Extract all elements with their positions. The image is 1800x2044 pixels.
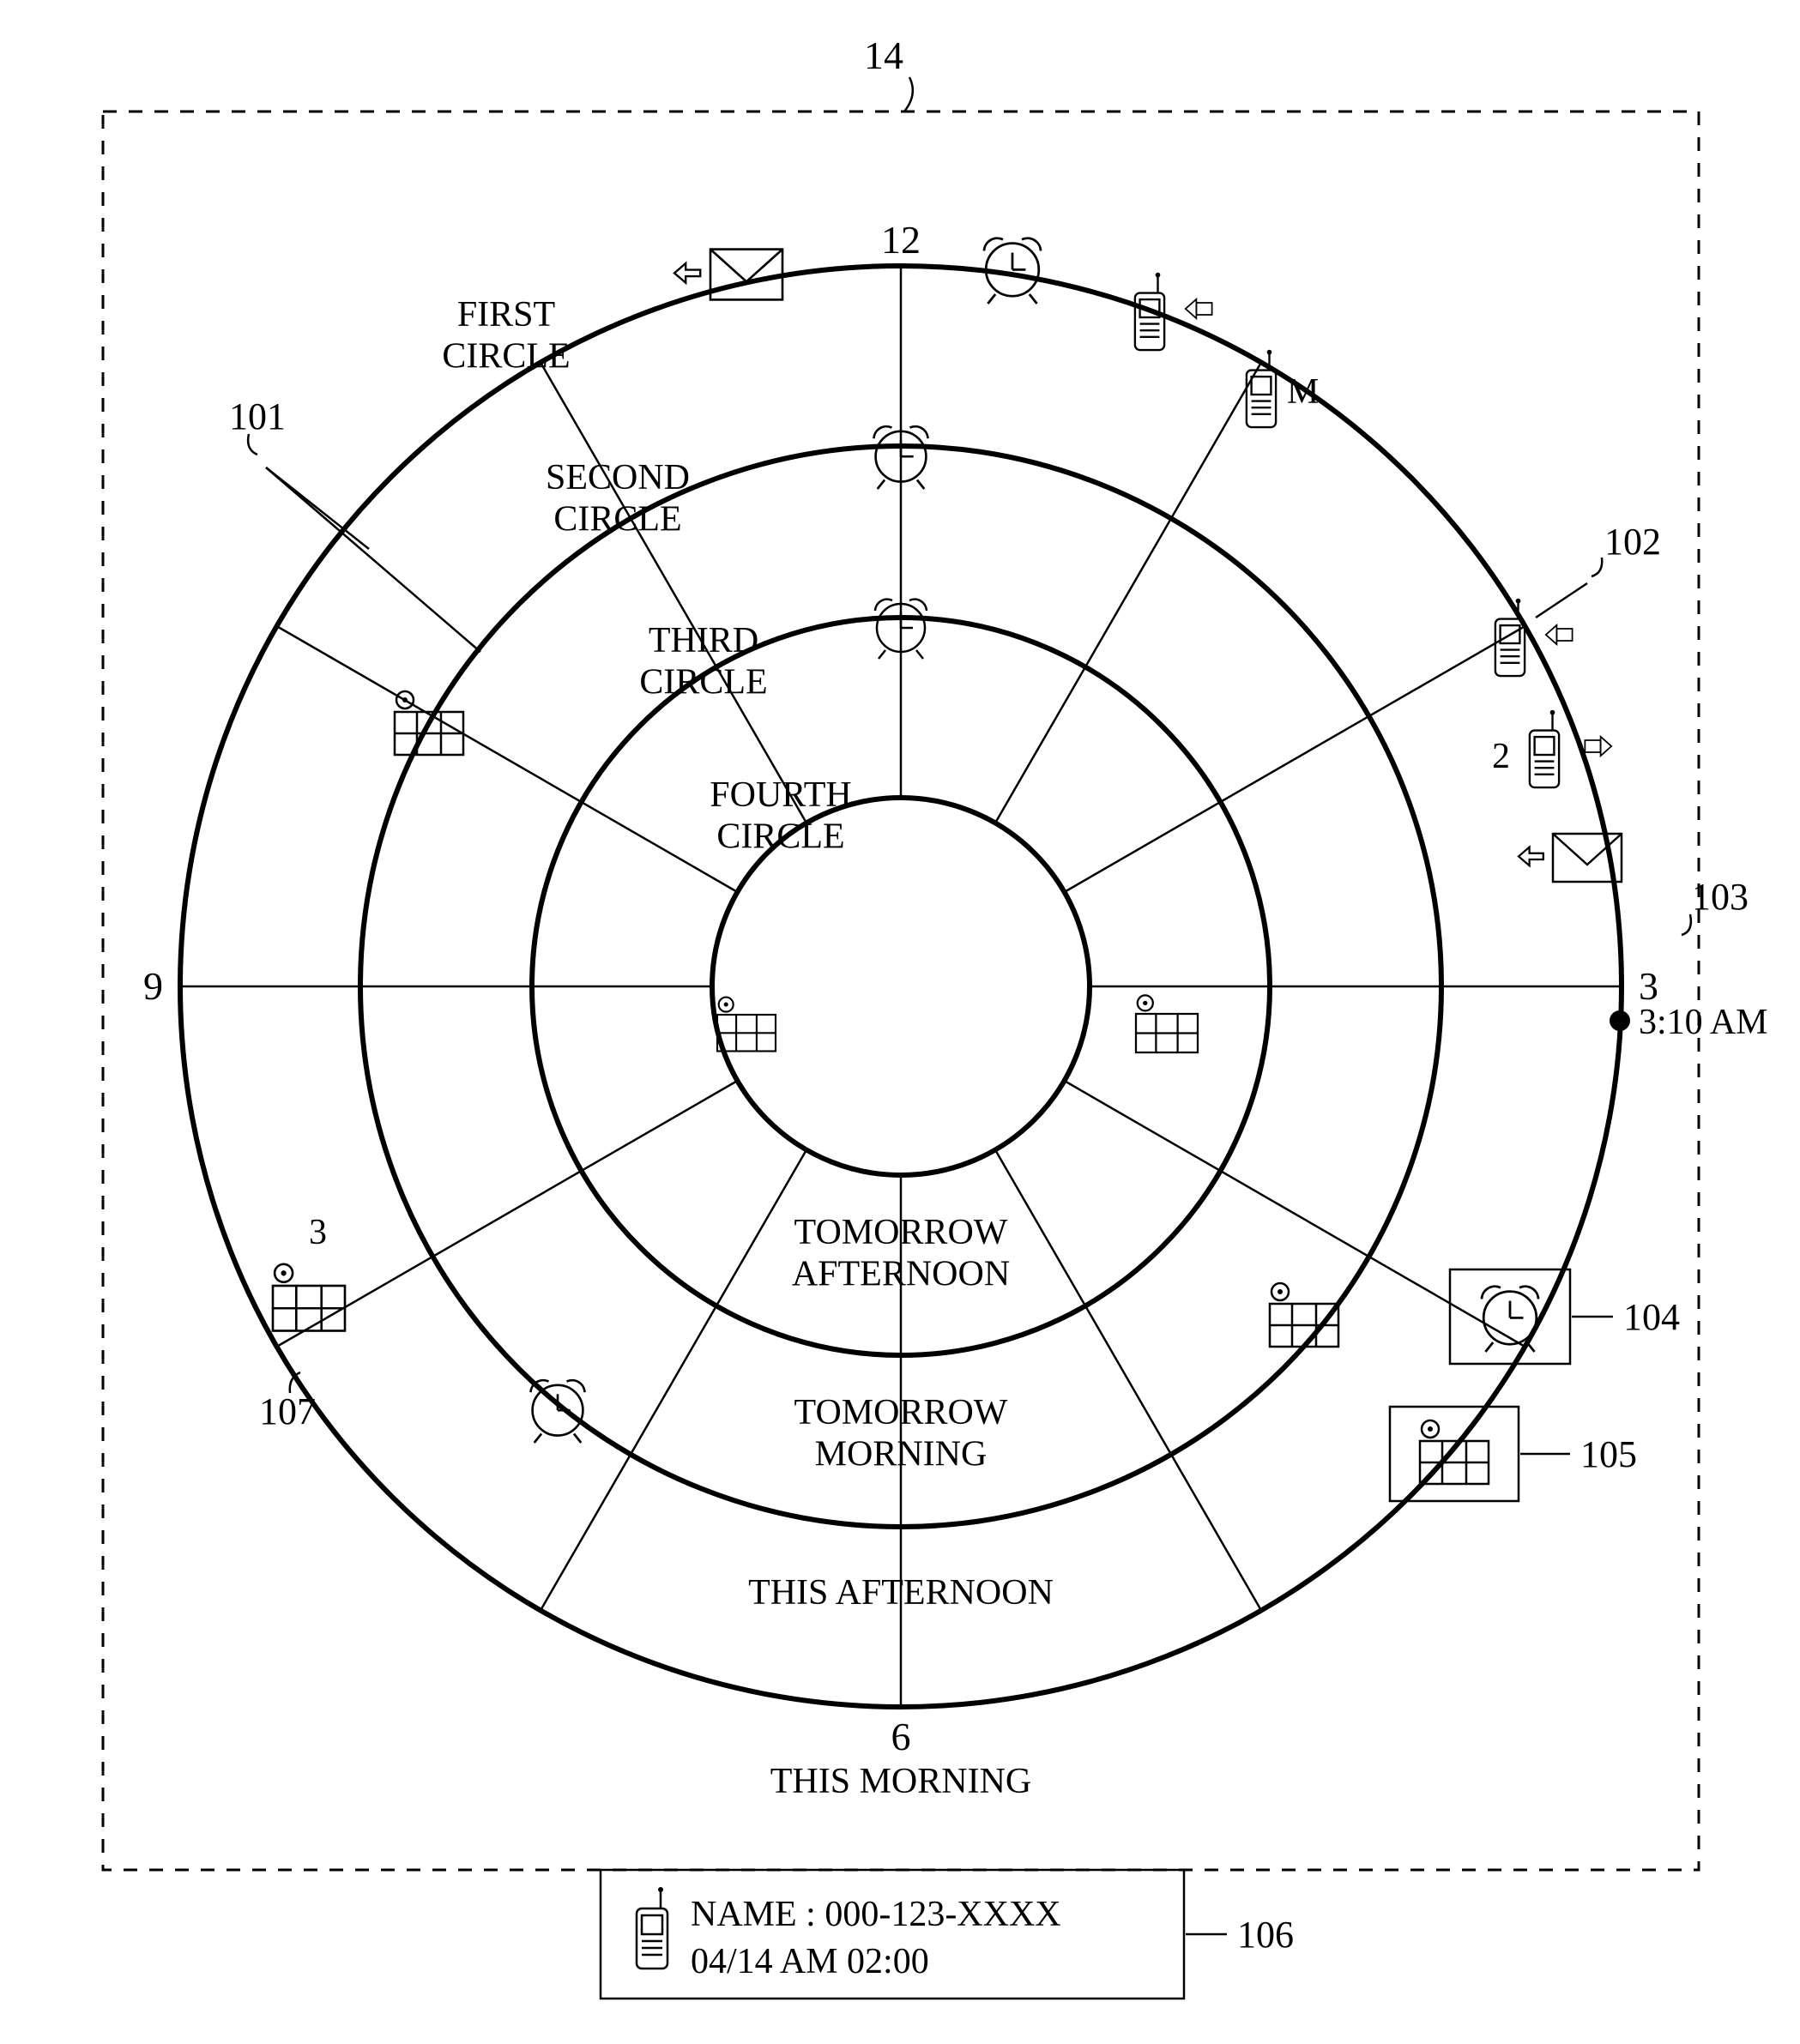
hour-12: 12	[881, 218, 921, 262]
phone-m-label: M	[1287, 372, 1319, 412]
schedule-badge-3: 3	[309, 1213, 327, 1252]
svg-text:THIS MORNING: THIS MORNING	[770, 1762, 1032, 1801]
lbl-this-morning: THIS MORNING	[770, 1762, 1032, 1801]
svg-text:THIRDCIRCLE: THIRDCIRCLE	[639, 621, 767, 702]
callout-106: 106	[1186, 1914, 1294, 1956]
svg-text:FOURTHCIRCLE: FOURTHCIRCLE	[710, 775, 852, 856]
lbl-fourth-circle: FOURTHCIRCLE	[710, 775, 852, 856]
schedule-icon-9oclock-r4[interactable]	[717, 998, 776, 1052]
info-box[interactable]: NAME : 000-123-XXXX 04/14 AM 02:00	[601, 1870, 1184, 1999]
callout-102: 102	[1536, 521, 1661, 618]
info-box-date: 04/14 AM 02:00	[691, 1942, 929, 1981]
boxed-clock-icon[interactable]	[1450, 1269, 1570, 1364]
fig-num-tick	[904, 77, 913, 112]
phone-out-count: 2	[1492, 737, 1510, 776]
boxed-schedule-icon[interactable]	[1390, 1407, 1519, 1501]
schedule-icon-3oclock-r3[interactable]	[1136, 995, 1198, 1052]
svg-text:107: 107	[259, 1390, 316, 1432]
svg-text:104: 104	[1623, 1296, 1680, 1338]
lbl-third-circle: THIRDCIRCLE	[639, 621, 767, 702]
svg-text:105: 105	[1580, 1433, 1637, 1475]
callout-105: 105	[1520, 1433, 1637, 1475]
svg-text:106: 106	[1237, 1914, 1294, 1956]
hour-3: 3	[1639, 964, 1658, 1008]
hour-9: 9	[143, 964, 163, 1008]
svg-text:102: 102	[1604, 521, 1661, 563]
envelope-icon-11oclock[interactable]	[674, 250, 782, 300]
callout-101: 101	[229, 395, 480, 652]
lbl-first-circle: FIRSTCIRCLE	[442, 295, 570, 376]
phone-out-icon-230[interactable]: 2	[1492, 710, 1611, 787]
info-box-name: NAME : 000-123-XXXX	[691, 1895, 1061, 1934]
lbl-this-afternoon: THIS AFTERNOON	[748, 1573, 1054, 1613]
svg-text:101: 101	[229, 395, 286, 437]
ring-labels-top: FIRSTCIRCLE SECONDCIRCLE THIRDCIRCLE FOU…	[442, 295, 851, 856]
time-marker-dot	[1610, 1010, 1630, 1031]
figure-number: 14	[864, 33, 903, 77]
svg-text:THIS AFTERNOON: THIS AFTERNOON	[748, 1573, 1054, 1613]
time-marker-label: 3:10 AM	[1639, 1003, 1768, 1042]
hour-6: 6	[891, 1715, 911, 1758]
svg-text:FIRSTCIRCLE: FIRSTCIRCLE	[442, 295, 570, 376]
callout-104: 104	[1572, 1296, 1680, 1338]
callout-103: 103	[1682, 876, 1749, 935]
callout-107: 107	[259, 1372, 316, 1432]
svg-text:103: 103	[1692, 876, 1749, 918]
